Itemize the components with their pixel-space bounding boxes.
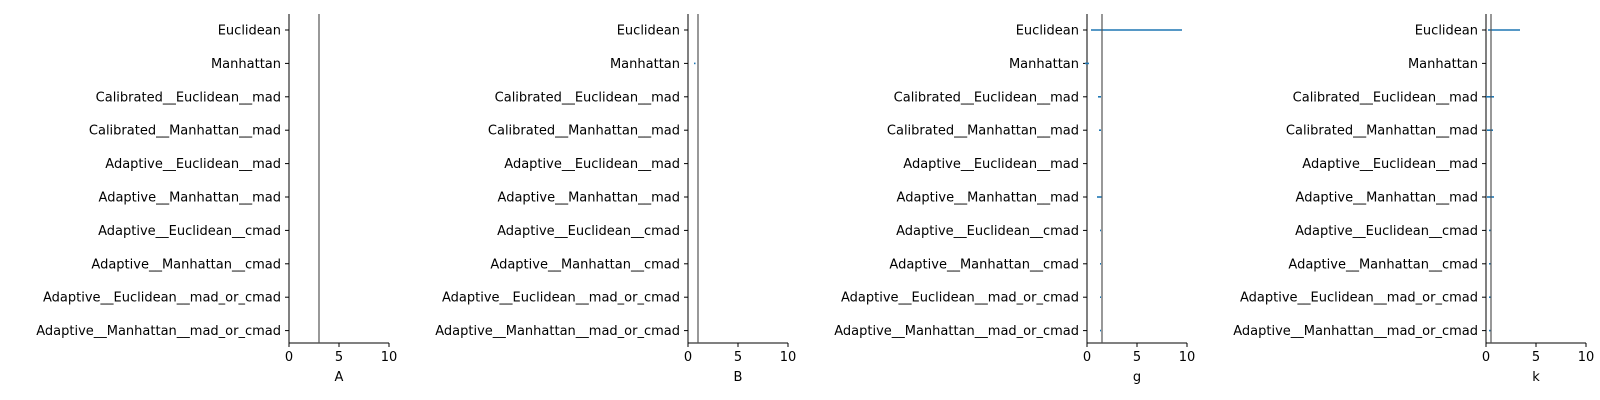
y-tick-label: Adaptive__Manhattan__cmad [91, 257, 281, 272]
x-tick-label: 5 [335, 350, 343, 365]
y-tick-label: Calibrated__Manhattan__mad [1286, 124, 1478, 139]
y-tick-label: Adaptive__Euclidean__mad [1302, 157, 1478, 172]
y-tick-label: Adaptive__Manhattan__mad_or_cmad [36, 324, 281, 339]
y-tick-label: Calibrated__Manhattan__mad [887, 124, 1079, 139]
y-tick-label: Adaptive__Manhattan__mad_or_cmad [1233, 324, 1478, 339]
y-tick-label: Adaptive__Euclidean__cmad [1295, 224, 1478, 239]
y-tick-label: Adaptive__Manhattan__mad [99, 191, 281, 206]
y-tick-label: Calibrated__Euclidean__mad [96, 90, 281, 105]
x-tick-label: 5 [734, 350, 742, 365]
y-tick-label: Adaptive__Manhattan__mad_or_cmad [834, 324, 1079, 339]
y-tick-label: Euclidean [617, 24, 680, 39]
x-tick-label: 10 [381, 350, 398, 365]
y-tick-label: Calibrated__Manhattan__mad [488, 124, 680, 139]
y-tick-label: Euclidean [1415, 24, 1478, 39]
chart-panel-g: 0 5 10 g Euclidean Manhattan Calibrated__Eucli… [834, 14, 1195, 385]
y-tick-label: Adaptive__Euclidean__mad_or_cmad [442, 291, 680, 306]
y-tick-label: Adaptive__Manhattan__cmad [1288, 257, 1478, 272]
y-tick-label: Manhattan [1408, 57, 1478, 72]
y-tick-label: Euclidean [1016, 24, 1079, 39]
y-tick-label: Adaptive__Manhattan__cmad [889, 257, 1079, 272]
chart-panel-A: 0 5 10 A Euclidean Manhattan Calibrated__Eucli… [36, 14, 397, 385]
y-tick-label: Adaptive__Euclidean__cmad [896, 224, 1079, 239]
y-tick-label: Manhattan [1009, 57, 1079, 72]
x-tick-label: 0 [285, 350, 293, 365]
x-axis-label: B [734, 370, 743, 385]
y-tick-label: Adaptive__Euclidean__cmad [497, 224, 680, 239]
x-tick-label: 5 [1532, 350, 1540, 365]
y-tick-label: Adaptive__Euclidean__mad_or_cmad [43, 291, 281, 306]
x-tick-label: 10 [780, 350, 797, 365]
y-tick-label: Calibrated__Euclidean__mad [1293, 90, 1478, 105]
y-tick-label: Adaptive__Euclidean__mad_or_cmad [841, 291, 1079, 306]
y-tick-label: Calibrated__Euclidean__mad [495, 90, 680, 105]
y-tick-label: Manhattan [610, 57, 680, 72]
y-tick-label: Adaptive__Euclidean__mad [903, 157, 1079, 172]
x-axis-label: k [1532, 370, 1540, 385]
x-tick-label: 10 [1578, 350, 1595, 365]
y-tick-label: Adaptive__Manhattan__cmad [490, 257, 680, 272]
y-tick-label: Adaptive__Manhattan__mad_or_cmad [435, 324, 680, 339]
y-tick-label: Manhattan [211, 57, 281, 72]
y-tick-label: Adaptive__Euclidean__cmad [98, 224, 281, 239]
y-tick-label: Adaptive__Euclidean__mad [504, 157, 680, 172]
chart-panel-k: 0 5 10 k Euclidean Manhattan Calibrated__Eucli… [1233, 14, 1594, 385]
x-axis-label: A [335, 370, 344, 385]
y-tick-label: Adaptive__Manhattan__mad [897, 191, 1079, 206]
x-axis-label: g [1133, 370, 1141, 385]
y-tick-label: Euclidean [218, 24, 281, 39]
x-tick-label: 0 [684, 350, 692, 365]
x-tick-label: 5 [1133, 350, 1141, 365]
y-tick-label: Adaptive__Manhattan__mad [498, 191, 680, 206]
x-tick-label: 10 [1179, 350, 1196, 365]
chart-panel-B: 0 5 10 B Euclidean Manhattan Calibrated__Eucli… [435, 14, 796, 385]
y-tick-label: Adaptive__Euclidean__mad_or_cmad [1240, 291, 1478, 306]
y-tick-label: Calibrated__Manhattan__mad [89, 124, 281, 139]
x-tick-label: 0 [1482, 350, 1490, 365]
x-tick-label: 0 [1083, 350, 1091, 365]
y-tick-label: Adaptive__Euclidean__mad [105, 157, 281, 172]
y-tick-label: Calibrated__Euclidean__mad [894, 90, 1079, 105]
y-tick-label: Adaptive__Manhattan__mad [1296, 191, 1478, 206]
